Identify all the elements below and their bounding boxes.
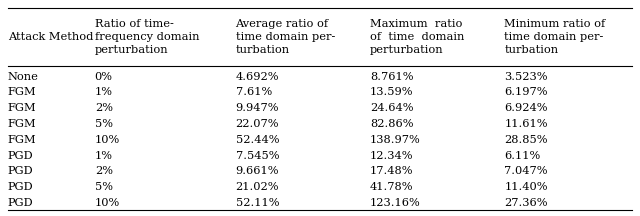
- Text: FGM: FGM: [8, 135, 36, 145]
- Text: 138.97%: 138.97%: [370, 135, 420, 145]
- Text: 1%: 1%: [95, 151, 113, 160]
- Text: Maximum  ratio
of  time  domain
perturbation: Maximum ratio of time domain perturbatio…: [370, 19, 464, 54]
- Text: 5%: 5%: [95, 119, 113, 129]
- Text: 12.34%: 12.34%: [370, 151, 413, 160]
- Text: 5%: 5%: [95, 182, 113, 192]
- Text: 7.61%: 7.61%: [236, 87, 272, 97]
- Text: 28.85%: 28.85%: [504, 135, 548, 145]
- Text: 4.692%: 4.692%: [236, 72, 279, 82]
- Text: None: None: [8, 72, 38, 82]
- Text: 3.523%: 3.523%: [504, 72, 548, 82]
- Text: 8.761%: 8.761%: [370, 72, 413, 82]
- Text: 7.545%: 7.545%: [236, 151, 279, 160]
- Text: 17.48%: 17.48%: [370, 166, 413, 176]
- Text: Ratio of time-
frequency domain
perturbation: Ratio of time- frequency domain perturba…: [95, 19, 199, 54]
- Text: 13.59%: 13.59%: [370, 87, 413, 97]
- Text: 7.047%: 7.047%: [504, 166, 548, 176]
- Text: 10%: 10%: [95, 135, 120, 145]
- Text: 21.02%: 21.02%: [236, 182, 279, 192]
- Text: 22.07%: 22.07%: [236, 119, 279, 129]
- Text: PGD: PGD: [8, 166, 33, 176]
- Text: 6.11%: 6.11%: [504, 151, 541, 160]
- Text: 2%: 2%: [95, 103, 113, 113]
- Text: 2%: 2%: [95, 166, 113, 176]
- Text: 82.86%: 82.86%: [370, 119, 413, 129]
- Text: 11.61%: 11.61%: [504, 119, 548, 129]
- Text: 41.78%: 41.78%: [370, 182, 413, 192]
- Text: FGM: FGM: [8, 119, 36, 129]
- Text: 123.16%: 123.16%: [370, 198, 420, 208]
- Text: 6.924%: 6.924%: [504, 103, 548, 113]
- Text: 10%: 10%: [95, 198, 120, 208]
- Text: 9.947%: 9.947%: [236, 103, 279, 113]
- Text: 0%: 0%: [95, 72, 113, 82]
- Text: Average ratio of
time domain per-
turbation: Average ratio of time domain per- turbat…: [236, 19, 335, 54]
- Text: Minimum ratio of
time domain per-
turbation: Minimum ratio of time domain per- turbat…: [504, 19, 605, 54]
- Text: FGM: FGM: [8, 87, 36, 97]
- Text: Attack Method: Attack Method: [8, 32, 93, 42]
- Text: PGD: PGD: [8, 198, 33, 208]
- Text: 1%: 1%: [95, 87, 113, 97]
- Text: 11.40%: 11.40%: [504, 182, 548, 192]
- Text: 9.661%: 9.661%: [236, 166, 279, 176]
- Text: 24.64%: 24.64%: [370, 103, 413, 113]
- Text: PGD: PGD: [8, 182, 33, 192]
- Text: PGD: PGD: [8, 151, 33, 160]
- Text: 52.11%: 52.11%: [236, 198, 279, 208]
- Text: 6.197%: 6.197%: [504, 87, 548, 97]
- Text: 27.36%: 27.36%: [504, 198, 548, 208]
- Text: 52.44%: 52.44%: [236, 135, 279, 145]
- Text: FGM: FGM: [8, 103, 36, 113]
